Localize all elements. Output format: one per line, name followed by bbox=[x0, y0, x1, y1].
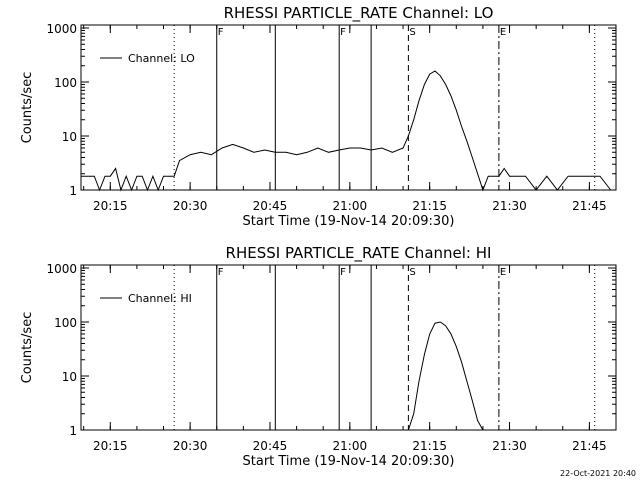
x-tick-label: 20:45 bbox=[253, 199, 288, 213]
x-tick-label: 21:15 bbox=[412, 439, 447, 453]
event-marker-label: F bbox=[218, 267, 224, 278]
event-marker-label: F bbox=[218, 27, 224, 38]
y-axis-label: Counts/sec bbox=[20, 72, 35, 144]
panel-lo: RHESSI PARTICLE_RATE Channel: LO Counts/s… bbox=[20, 4, 617, 229]
x-tick-label: 20:30 bbox=[173, 439, 208, 453]
panel-hi: RHESSI PARTICLE_RATE Channel: HI Counts/s… bbox=[20, 244, 617, 469]
y-tick-label: 10 bbox=[62, 130, 77, 144]
y-tick-label: 100 bbox=[54, 76, 77, 90]
x-axis-label: Start Time (19-Nov-14 20:09:30) bbox=[243, 454, 455, 469]
series-line bbox=[407, 321, 484, 431]
event-marker-label: E bbox=[500, 267, 506, 278]
x-tick-label: 20:15 bbox=[93, 439, 128, 453]
chart-title: RHESSI PARTICLE_RATE Channel: LO bbox=[224, 4, 494, 23]
x-tick-label: 20:30 bbox=[173, 199, 208, 213]
y-tick-label: 1000 bbox=[46, 22, 77, 36]
event-marker-label: S bbox=[409, 27, 415, 38]
y-tick-label: 1 bbox=[69, 184, 77, 198]
x-tick-label: 20:15 bbox=[93, 199, 128, 213]
x-tick-label: 21:45 bbox=[572, 199, 607, 213]
y-tick-label: 10 bbox=[62, 370, 77, 384]
y-tick-label: 1000 bbox=[46, 262, 77, 276]
legend-label: Channel: HI bbox=[128, 292, 192, 305]
x-tick-label: 21:45 bbox=[572, 439, 607, 453]
legend-label: Channel: LO bbox=[128, 52, 195, 65]
x-tick-label: 21:30 bbox=[492, 439, 527, 453]
plot-frame bbox=[80, 264, 617, 431]
footer-timestamp: 22-Oct-2021 20:40 bbox=[560, 469, 636, 478]
y-tick-label: 1 bbox=[69, 424, 77, 438]
x-tick-label: 21:15 bbox=[412, 199, 447, 213]
x-axis-label: Start Time (19-Nov-14 20:09:30) bbox=[243, 214, 455, 229]
chart-title: RHESSI PARTICLE_RATE Channel: HI bbox=[226, 244, 492, 263]
x-tick-label: 21:30 bbox=[492, 199, 527, 213]
event-marker-label: E bbox=[500, 27, 506, 38]
series-line bbox=[81, 70, 612, 192]
x-tick-label: 20:45 bbox=[253, 439, 288, 453]
event-marker-label: F bbox=[340, 27, 346, 38]
y-axis-label: Counts/sec bbox=[20, 312, 35, 384]
x-tick-label: 21:00 bbox=[333, 199, 368, 213]
event-marker-label: S bbox=[409, 267, 415, 278]
x-tick-label: 21:00 bbox=[333, 439, 368, 453]
event-marker-label: F bbox=[340, 267, 346, 278]
plot-frame bbox=[80, 24, 617, 191]
y-tick-label: 100 bbox=[54, 316, 77, 330]
